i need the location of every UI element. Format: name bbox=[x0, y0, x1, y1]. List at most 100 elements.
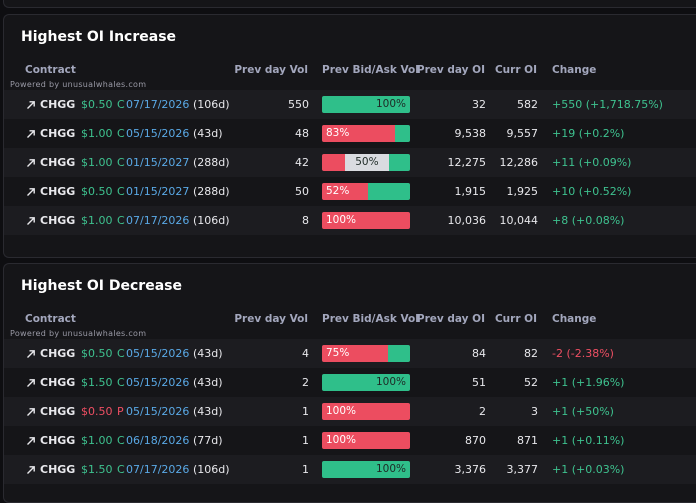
table-row[interactable]: CHGG $1.50 C 05/15/2026 (43d) 2 100% 51 52 +1 (+1… bbox=[4, 368, 696, 397]
prev-day-vol: 1 bbox=[302, 405, 309, 418]
change: +1 (+50%) bbox=[552, 405, 614, 418]
table-row[interactable]: CHGG $1.00 C 07/17/2026 (106d) 8 100% 10,036 10,… bbox=[4, 206, 696, 235]
prev-day-oi: 9,538 bbox=[454, 127, 487, 140]
link-icon[interactable] bbox=[26, 378, 36, 388]
link-icon[interactable] bbox=[26, 216, 36, 226]
column-header[interactable]: Curr OI bbox=[494, 64, 537, 76]
table-row[interactable]: CHGG $1.00 C 06/18/2026 (77d) 1 100% 870 871 +1 (… bbox=[4, 426, 696, 455]
column-header[interactable]: Prev day OI bbox=[416, 313, 485, 325]
option-side: P bbox=[117, 405, 124, 418]
ticker[interactable]: CHGG bbox=[40, 376, 76, 389]
link-icon[interactable] bbox=[26, 436, 36, 446]
arrow bbox=[27, 466, 35, 474]
column-header[interactable]: Prev Bid/Ask Vol bbox=[322, 64, 419, 76]
bid-ask-bar: 100% bbox=[322, 96, 410, 113]
bid-ask-label: 100% bbox=[326, 214, 357, 226]
table-row[interactable]: CHGG $0.50 C 01/15/2027 (288d) 50 52% 1,915 1,92… bbox=[4, 177, 696, 206]
bid-ask-ask-segment bbox=[395, 125, 410, 142]
option-side: C bbox=[117, 127, 125, 140]
ticker[interactable]: CHGG bbox=[40, 434, 76, 447]
column-header[interactable]: Contract bbox=[25, 64, 76, 76]
ticker[interactable]: CHGG bbox=[40, 127, 76, 140]
bid-ask-ask-segment bbox=[388, 154, 410, 171]
change: +1 (+1.96%) bbox=[552, 376, 625, 389]
option-side: C bbox=[117, 347, 125, 360]
panel-title: Highest OI Decrease bbox=[21, 278, 182, 294]
column-header[interactable]: Change bbox=[552, 64, 597, 76]
days-to-expiry: (43d) bbox=[193, 347, 223, 360]
option-side: C bbox=[117, 376, 125, 389]
strike: $1.00 bbox=[81, 156, 113, 169]
column-header[interactable]: Prev Bid/Ask Vol bbox=[322, 313, 419, 325]
bid-ask-bar: 75% bbox=[322, 345, 410, 362]
prev-day-vol: 1 bbox=[302, 434, 309, 447]
prev-day-vol: 48 bbox=[295, 127, 309, 140]
table-row[interactable]: CHGG $0.50 C 07/17/2026 (106d) 550 100% 32 582 +5… bbox=[4, 90, 696, 119]
column-header[interactable]: Prev day Vol bbox=[234, 313, 308, 325]
ticker[interactable]: CHGG bbox=[40, 347, 76, 360]
bid-ask-bar: 50% bbox=[322, 154, 410, 171]
expiry: 05/15/2026 bbox=[126, 127, 190, 140]
table-row[interactable]: CHGG $0.50 P 05/15/2026 (43d) 1 100% 2 3 +1 (+50%… bbox=[4, 397, 696, 426]
strike: $0.50 bbox=[81, 405, 113, 418]
prev-day-vol: 2 bbox=[302, 376, 309, 389]
bid-ask-label: 50% bbox=[355, 156, 379, 168]
table-row[interactable]: CHGG $1.00 C 01/15/2027 (288d) 42 50% 12,275 12,… bbox=[4, 148, 696, 177]
days-to-expiry: (106d) bbox=[193, 463, 230, 476]
days-to-expiry: (106d) bbox=[193, 214, 230, 227]
link-icon[interactable] bbox=[26, 100, 36, 110]
change: +1 (+0.11%) bbox=[552, 434, 625, 447]
link-icon[interactable] bbox=[26, 158, 36, 168]
arrow bbox=[27, 217, 35, 225]
link-icon[interactable] bbox=[26, 465, 36, 475]
column-header[interactable]: Contract bbox=[25, 313, 76, 325]
expiry: 07/17/2026 bbox=[126, 214, 190, 227]
strike: $1.00 bbox=[81, 434, 113, 447]
prev-day-oi: 84 bbox=[472, 347, 486, 360]
change: +11 (+0.09%) bbox=[552, 156, 632, 169]
strike: $1.50 bbox=[81, 376, 113, 389]
panel-title: Highest OI Increase bbox=[21, 29, 177, 45]
link-icon[interactable] bbox=[26, 407, 36, 417]
curr-oi: 9,557 bbox=[506, 127, 539, 140]
column-header[interactable]: Change bbox=[552, 313, 597, 325]
strike: $1.00 bbox=[81, 214, 113, 227]
previous-panel bbox=[3, 0, 696, 8]
change: +550 (+1,718.75%) bbox=[552, 98, 663, 111]
days-to-expiry: (43d) bbox=[193, 405, 223, 418]
bid-ask-ask-segment bbox=[367, 183, 410, 200]
curr-oi: 10,044 bbox=[499, 214, 539, 227]
column-header[interactable]: Prev day Vol bbox=[234, 64, 308, 76]
powered-by: Powered by unusualwhales.com bbox=[10, 80, 147, 89]
table-row[interactable]: CHGG $1.50 C 07/17/2026 (106d) 1 100% 3,376 3,37… bbox=[4, 455, 696, 484]
table-row[interactable]: CHGG $1.00 C 05/15/2026 (43d) 48 83% 9,538 9,557… bbox=[4, 119, 696, 148]
option-side: C bbox=[117, 434, 125, 447]
ticker[interactable]: CHGG bbox=[40, 405, 76, 418]
ticker[interactable]: CHGG bbox=[40, 98, 76, 111]
prev-day-oi: 1,915 bbox=[454, 185, 487, 198]
link-icon[interactable] bbox=[26, 349, 36, 359]
link-icon[interactable] bbox=[26, 129, 36, 139]
bid-ask-bid-segment bbox=[322, 125, 396, 142]
ticker[interactable]: CHGG bbox=[40, 185, 76, 198]
days-to-expiry: (288d) bbox=[193, 185, 230, 198]
bid-ask-bar: 100% bbox=[322, 432, 410, 449]
option-side: C bbox=[117, 185, 125, 198]
column-header[interactable]: Curr OI bbox=[494, 313, 537, 325]
prev-day-vol: 1 bbox=[302, 463, 309, 476]
prev-day-oi: 51 bbox=[472, 376, 486, 389]
table-row[interactable]: CHGG $0.50 C 05/15/2026 (43d) 4 75% 84 82 -2 (-2.… bbox=[4, 339, 696, 368]
bid-ask-bid-segment bbox=[322, 345, 388, 362]
ticker[interactable]: CHGG bbox=[40, 463, 76, 476]
expiry: 01/15/2027 bbox=[126, 185, 190, 198]
strike: $1.50 bbox=[81, 463, 113, 476]
bid-ask-bar: 100% bbox=[322, 403, 410, 420]
ticker[interactable]: CHGG bbox=[40, 156, 76, 169]
strike: $0.50 bbox=[81, 347, 113, 360]
column-header[interactable]: Prev day OI bbox=[416, 64, 485, 76]
prev-day-vol: 50 bbox=[295, 185, 309, 198]
ticker[interactable]: CHGG bbox=[40, 214, 76, 227]
link-icon[interactable] bbox=[26, 187, 36, 197]
change: +10 (+0.52%) bbox=[552, 185, 632, 198]
